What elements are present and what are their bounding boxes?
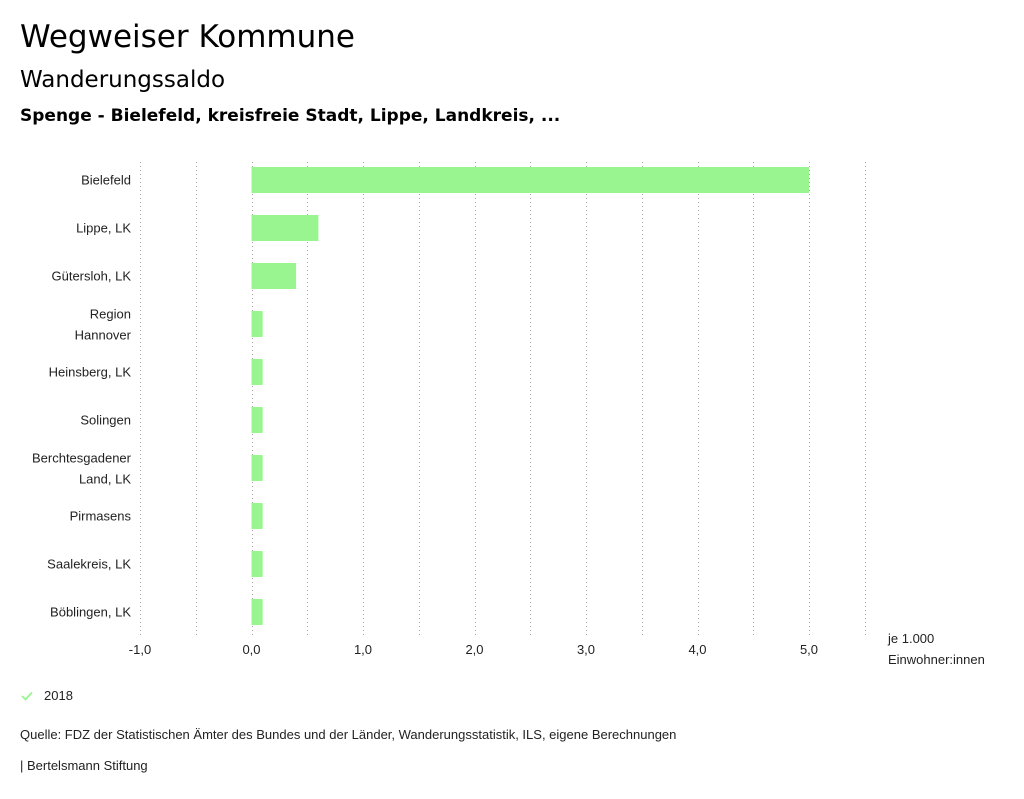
axis-unit-label: je 1.000 Einwohner:innen [888,628,1018,670]
category-label-3-line-0: Region [90,307,131,322]
category-label-4: Heinsberg, LK [49,365,132,380]
source-note: Quelle: FDZ der Statistischen Ämter des … [20,727,677,742]
legend[interactable]: 2018 [20,686,73,706]
chart-subtitle: Wanderungssaldo [20,67,226,93]
region-filter-label[interactable]: Spenge - Bielefeld, kreisfreie Stadt, Li… [20,106,561,126]
bar-2[interactable] [251,263,297,289]
tick-label-5: 4,0 [688,642,706,657]
axis-unit-line-1: je 1.000 [888,631,935,646]
tick-label-1: 0,0 [242,642,260,657]
tick-label-6: 5,0 [800,642,818,657]
page-title: Wegweiser Kommune [20,19,355,55]
tick-label-4: 3,0 [577,642,595,657]
category-label-0: Bielefeld [81,173,131,188]
check-icon[interactable] [20,689,34,703]
bar-6[interactable] [251,455,263,481]
legend-label-2018[interactable]: 2018 [44,688,73,703]
bar-4[interactable] [251,359,263,385]
tick-label-3: 2,0 [465,642,483,657]
category-label-6-line-0: Berchtesgadener [32,451,132,466]
category-label-2: Gütersloh, LK [52,269,132,284]
bar-0[interactable] [251,167,810,193]
category-label-6-line-1: Land, LK [79,472,131,487]
tick-label-2: 1,0 [354,642,372,657]
category-label-7: Pirmasens [70,509,132,524]
bar-5[interactable] [251,407,263,433]
tick-label-0: -1,0 [129,642,151,657]
category-label-8: Saalekreis, LK [47,557,131,572]
category-label-6: Berchtesgadener Land, LK [32,451,132,487]
bar-7[interactable] [251,503,263,529]
bar-8[interactable] [251,551,263,577]
category-label-1: Lippe, LK [76,221,131,236]
category-label-9: Böblingen, LK [50,605,131,620]
bar-9[interactable] [251,599,263,625]
axis-unit-line-2: Einwohner:innen [888,652,985,667]
category-label-3-line-1: Hannover [75,328,132,343]
brand-credit: | Bertelsmann Stiftung [20,758,148,773]
bar-3[interactable] [251,311,263,337]
bar-1[interactable] [251,215,319,241]
category-label-5: Solingen [80,413,131,428]
bar-chart: Bielefeld Lippe, LK Gütersloh, LK Region Han… [32,162,866,657]
category-label-3: Region Hannover [75,307,132,343]
